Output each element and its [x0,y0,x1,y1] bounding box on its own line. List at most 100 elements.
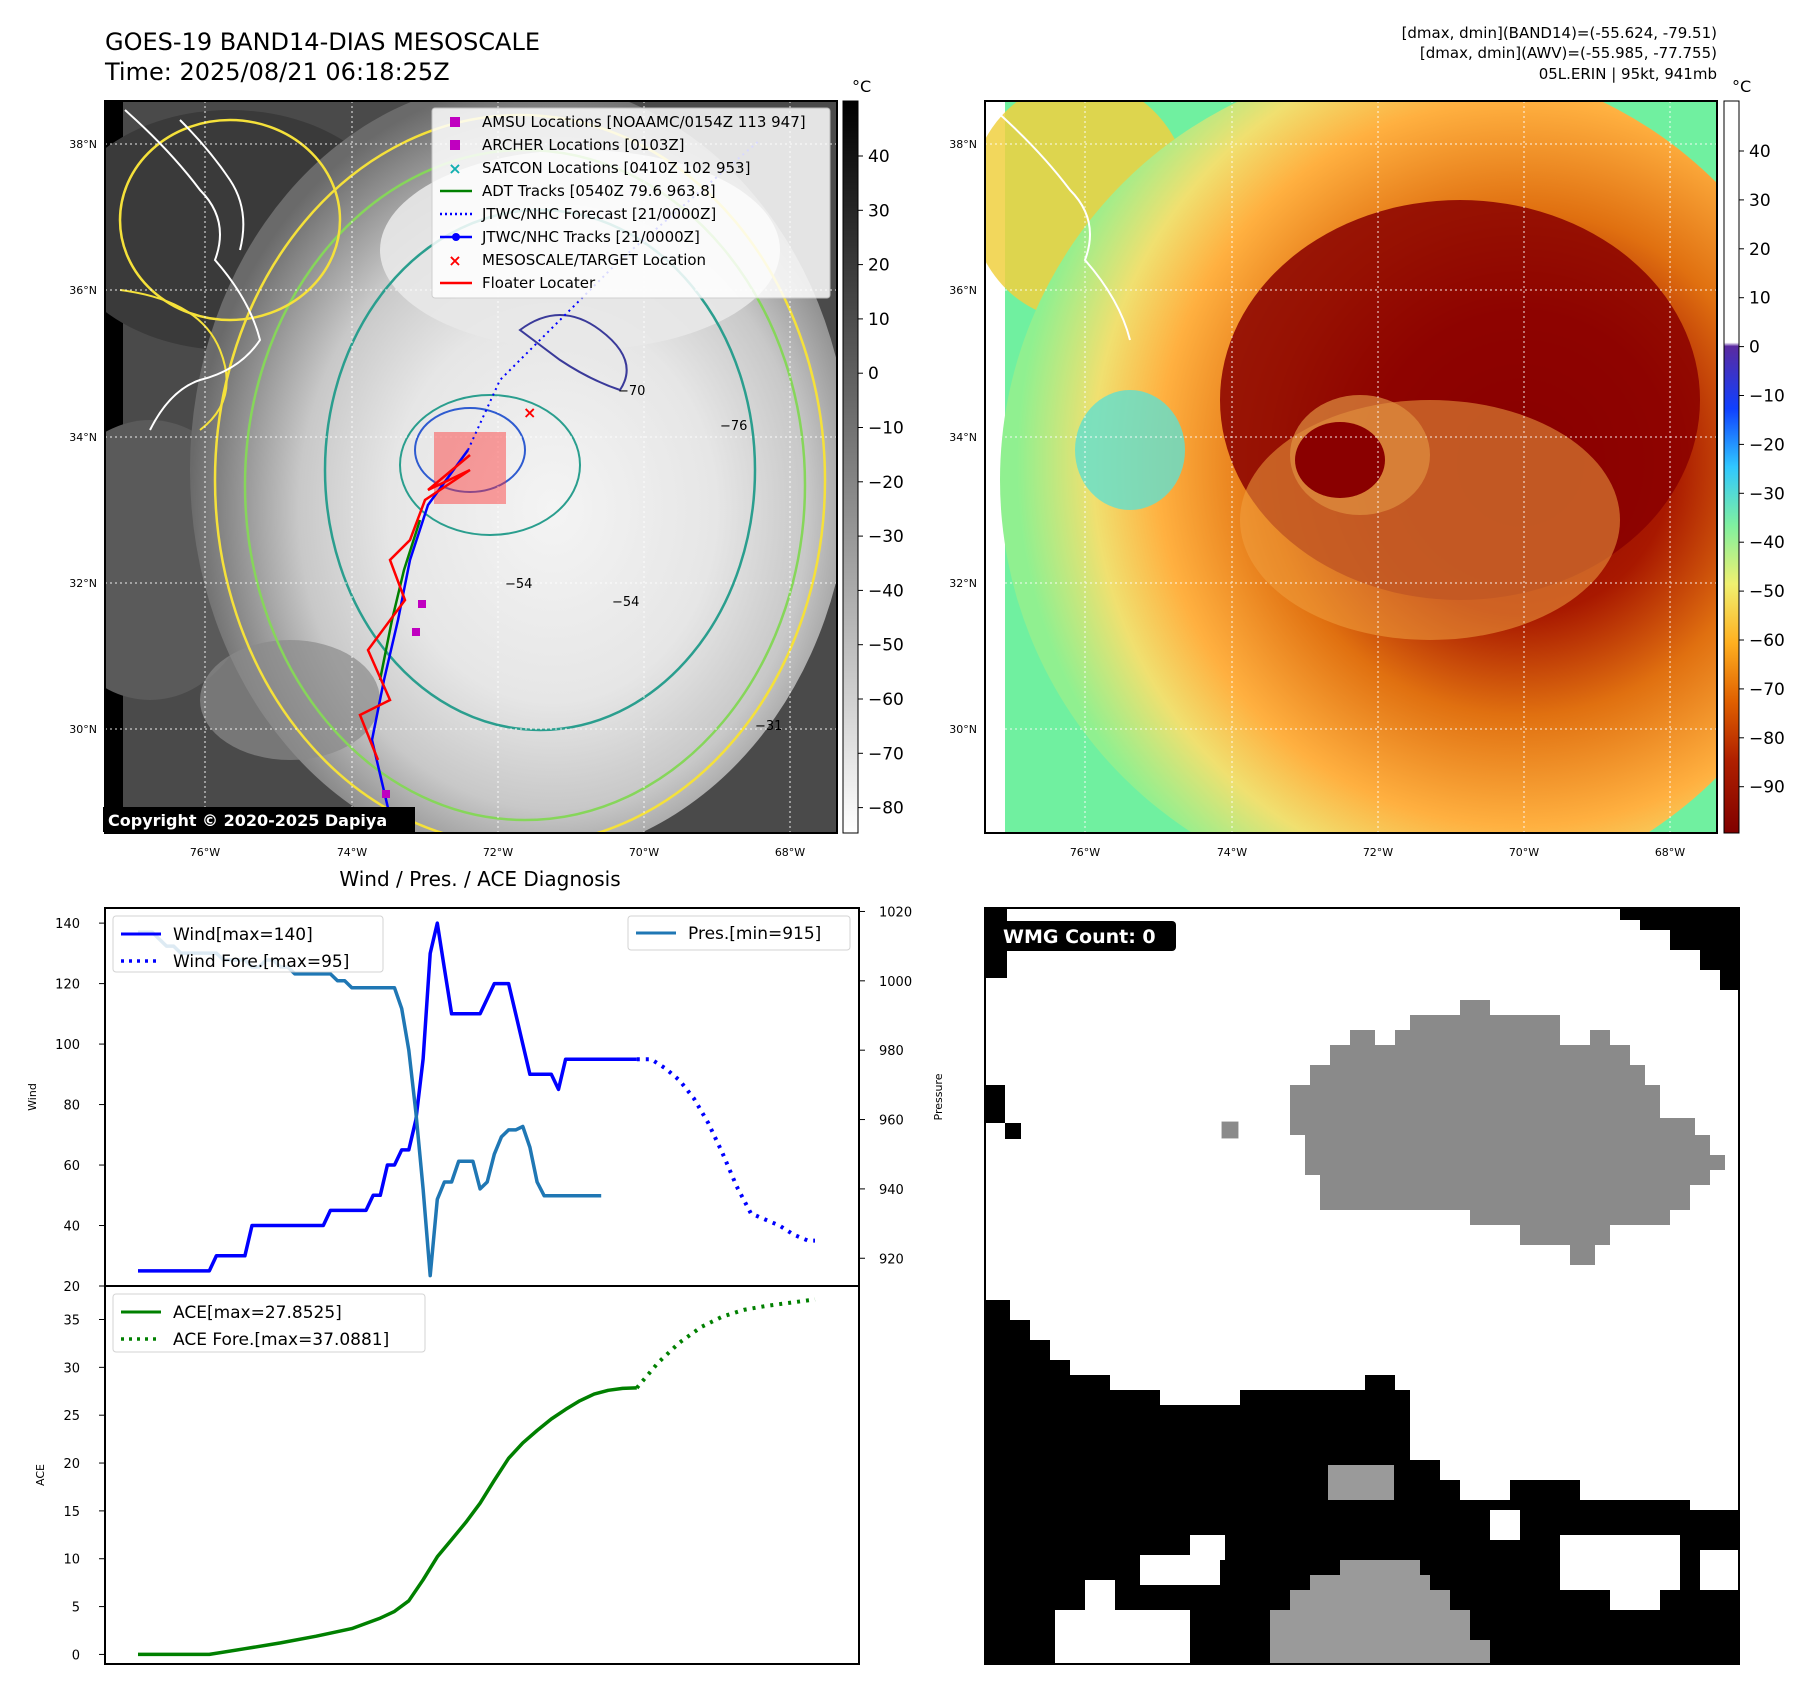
colorbar-tick-label: −70 [1749,680,1785,700]
legend-ace-forecast: ACE Fore.[max=37.0881] [173,1330,389,1350]
legend-item: JTWC/NHC Forecast [21/0000Z] [440,205,716,223]
colorbar-tick-label: −50 [1749,582,1785,602]
ir-colorbar [842,100,859,834]
lat-label: 38°N [69,138,97,151]
colorbar-tick-label: −60 [868,690,904,710]
svg-text:×: × [448,159,461,178]
colorbar-tick-label: 10 [1749,289,1771,309]
wind-tick-label: 60 [63,1159,80,1174]
legend-item-label: JTWC/NHC Tracks [21/0000Z] [481,228,700,246]
contour-label: −54 [612,595,639,610]
colorbar-tick-label: −30 [1749,484,1785,504]
colorbar-tick-label: 40 [868,147,890,167]
lat-label: 30°N [69,723,97,736]
colorbar-tick-label: −40 [868,581,904,601]
copyright-text: Copyright © 2020-2025 Dapiya [108,811,387,830]
colorbar-tick-label: 20 [1749,240,1771,260]
wind-tick-label: 80 [63,1099,80,1114]
legend-item-label: Floater Locater [482,274,596,292]
legend-wind-forecast: Wind Fore.[max=95] [173,952,349,972]
lon-label: 72°W [483,846,513,859]
wind-legend: Wind[max=140] Wind Fore.[max=95] [112,915,384,973]
colorbar-tick-label: 0 [868,364,879,384]
wind-tick-label: 20 [63,1280,80,1295]
ace-axis-label: ACE [34,1464,47,1486]
legend-item-label: SATCON Locations [0410Z 102 953] [482,159,750,177]
wind-tick-label: 100 [55,1038,80,1053]
legend-wind: Wind[max=140] [173,925,313,945]
figure-title: GOES-19 BAND14-DIAS MESOSCALE [105,28,540,56]
wind-tick-label: 120 [55,978,80,993]
legend-item: Floater Locater [440,274,596,292]
colorbar-tick-label: 30 [868,201,890,221]
series-line-1 [636,1057,815,1243]
wind-tick-label: 40 [63,1220,80,1235]
colorbar-tick-label: −70 [868,744,904,764]
colorbar-tick-label: −10 [1749,387,1785,407]
contour-label: −31 [755,719,782,734]
lat-label: 34°N [949,431,977,444]
diagnosis-chart: Wind / Pres. / ACE Diagnosis Wind Pressu… [26,867,945,1665]
pressure-tick-label: 920 [879,1252,904,1267]
legend-item: AMSU Locations [NOAAMC/0154Z 113 947] [450,113,806,131]
chart-title: Wind / Pres. / ACE Diagnosis [339,867,620,891]
lon-label: 72°W [1363,846,1393,859]
colorbar-tick-label: 40 [1749,142,1771,162]
colorbar-tick-label: −20 [868,473,904,493]
colorbar-tick-label: 0 [1749,338,1760,358]
ace-tick-label: 25 [63,1409,80,1424]
contour-label: −70 [618,384,645,399]
colorbar-tick-label: −80 [868,799,904,819]
pressure-tick-label: 940 [879,1183,904,1198]
contour-label: −54 [505,577,532,592]
ir-map-panel: × −54 −54 −70 −76 −31 AMSU Locations [NO… [69,77,904,859]
series-line-0 [138,921,637,1273]
pressure-tick-label: 1000 [879,975,912,990]
colorbar-tick-label: 20 [868,256,890,276]
ace-legend: ACE[max=27.8525] ACE Fore.[max=37.0881] [112,1293,426,1353]
info-band14: [dmax, dmin](BAND14)=(-55.624, -79.51) [1402,24,1717,42]
legend-item: JTWC/NHC Tracks [21/0000Z] [440,228,700,246]
series-line-4 [635,1297,816,1390]
legend-item: × MESOSCALE/TARGET Location [448,251,706,270]
ir-map-legend: AMSU Locations [NOAAMC/0154Z 113 947] ARC… [431,107,831,299]
awv-colorbar [1723,100,1740,834]
colorbar-tick-label: 10 [868,310,890,330]
lon-label: 74°W [1217,846,1247,859]
lat-label: 32°N [69,577,97,590]
ace-tick-label: 35 [63,1313,80,1328]
ace-tick-label: 10 [63,1553,80,1568]
series-line-2 [138,930,602,1278]
ace-tick-label: 0 [72,1648,80,1663]
svg-text:×: × [448,251,461,270]
pressure-tick-label: 1020 [879,905,912,920]
wmg-panel: WMG Count: 0 [984,907,1740,1665]
colorbar-tick-label: 30 [1749,191,1771,211]
colorbar-tick-label: −20 [1749,435,1785,455]
colorbar-tick-label: −30 [868,527,904,547]
pressure-legend: Pres.[min=915] [627,915,851,951]
colorbar-tick-label: −60 [1749,631,1785,651]
ace-tick-label: 5 [72,1601,80,1616]
legend-ace: ACE[max=27.8525] [173,1303,342,1323]
ace-tick-label: 30 [63,1361,80,1376]
pressure-tick-label: 980 [879,1044,904,1059]
lon-label: 70°W [629,846,659,859]
awv-colorbar-unit: °C [1732,77,1751,96]
legend-item: × SATCON Locations [0410Z 102 953] [448,159,750,178]
ace-tick-label: 15 [63,1505,80,1520]
lon-label: 76°W [190,846,220,859]
legend-item-label: AMSU Locations [NOAAMC/0154Z 113 947] [482,113,806,131]
lon-label: 68°W [775,846,805,859]
lat-label: 32°N [949,577,977,590]
awv-map-panel: 38°N 36°N 34°N 32°N 30°N 76°W 74°W 72°W 70°W 68°… [949,77,1785,859]
lon-label: 76°W [1070,846,1100,859]
lon-label: 70°W [1509,846,1539,859]
ir-colorbar-unit: °C [852,77,871,96]
info-awv: [dmax, dmin](AWV)=(-55.985, -77.755) [1420,44,1717,62]
lon-label: 68°W [1655,846,1685,859]
lat-label: 38°N [949,138,977,151]
legend-item-label: JTWC/NHC Forecast [21/0000Z] [481,205,716,223]
colorbar-tick-label: −40 [1749,533,1785,553]
